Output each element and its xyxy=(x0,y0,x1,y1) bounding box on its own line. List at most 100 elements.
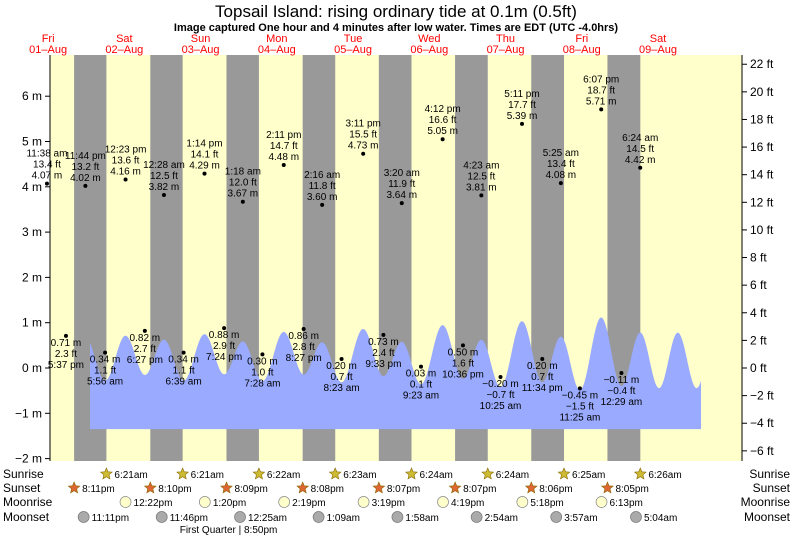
tide-label-m: 0.20 m xyxy=(527,361,558,372)
tide-label-ft: −1.5 ft xyxy=(566,401,594,412)
tide-extreme-point xyxy=(638,165,643,170)
tide-label-ft: 16.6 ft xyxy=(429,115,457,126)
sunrise-icon xyxy=(252,467,266,480)
tide-label-ft: 0.7 ft xyxy=(330,372,352,383)
tide-label-time: 3:11 pm xyxy=(345,119,380,130)
sunrise-time: 6:24am xyxy=(420,470,453,481)
day-date: 07–Aug xyxy=(487,44,525,56)
row-label-sunset: Sunset xyxy=(3,481,41,495)
day-date: 03–Aug xyxy=(182,44,220,56)
moonset-icon xyxy=(234,511,246,523)
day-weekday: Fri xyxy=(575,33,588,45)
tide-label-time: 6:07 pm xyxy=(583,74,619,85)
tide-label-time: 6:24 am xyxy=(622,133,658,144)
tide-label-time: 8:23 am xyxy=(324,383,360,394)
tide-label-time: 9:33 pm xyxy=(365,359,401,370)
tide-label-time: 5:37 pm xyxy=(48,360,84,371)
sunrise-icon xyxy=(328,467,342,480)
y-tick-label-ft: 8 ft xyxy=(750,251,767,265)
tide-label-time: 6:27 pm xyxy=(127,355,163,366)
tide-label-m: 3.82 m xyxy=(149,182,180,193)
tide-extreme-point xyxy=(540,356,545,361)
tide-label-m: 4.16 m xyxy=(110,167,141,178)
moonset-icon xyxy=(550,511,563,523)
sunset-time: 8:10pm xyxy=(158,484,191,495)
tide-label-ft: 0.7 ft xyxy=(531,372,553,383)
y-tick-label-m: 3 m xyxy=(22,225,42,239)
moonrise-icon xyxy=(198,496,211,508)
tide-label-m: −0.45 m xyxy=(562,390,598,401)
sunset-icon xyxy=(143,481,157,494)
tide-label-ft: 13.4 ft xyxy=(547,159,575,170)
tide-label-m: 0.73 m xyxy=(368,337,399,348)
row-label-right-sunset: Sunset xyxy=(753,481,791,495)
tide-extreme-point xyxy=(479,193,484,198)
day-weekday: Wed xyxy=(418,33,440,45)
tide-label-ft: 2.8 ft xyxy=(293,342,315,353)
tide-label-ft: 17.7 ft xyxy=(508,100,536,111)
tide-label-ft: 0.1 ft xyxy=(410,380,432,391)
row-label-sunrise: Sunrise xyxy=(3,467,44,481)
tide-label-time: 11:38 am xyxy=(26,149,67,160)
sunrise-time: 6:23am xyxy=(343,470,376,481)
tide-label-m: 5.39 m xyxy=(507,111,538,122)
tide-label-ft: 1.1 ft xyxy=(172,366,194,377)
y-tick-label-m: 2 m xyxy=(22,270,42,284)
y-tick-label-ft: 14 ft xyxy=(750,168,774,182)
sunset-time: 8:07pm xyxy=(387,484,420,495)
y-axis-feet: −6 ft −4 ft −2 ft 0 ft 2 ft 4 ft 6 ft 8 ft 10 ft… xyxy=(741,55,774,461)
tide-label-m: 0.86 m xyxy=(288,331,319,342)
tide-label-time: 10:36 pm xyxy=(442,369,484,380)
row-label-right-moonset: Moonset xyxy=(744,510,791,524)
moonset-time: 11:11pm xyxy=(92,513,129,524)
sunset-time: 8:08pm xyxy=(311,484,344,495)
tide-extreme-point xyxy=(281,163,286,168)
chart-title: Topsail Island: rising ordinary tide at … xyxy=(215,2,577,21)
sunrise-time: 6:26am xyxy=(648,470,681,481)
tide-extreme-point xyxy=(619,370,624,375)
tide-extreme-point xyxy=(418,364,423,369)
tide-label-time: 12:23 pm xyxy=(105,145,147,156)
low-tide-label: 0.03 m0.1 ft9:23 am xyxy=(403,364,439,402)
tide-label-m: 0.20 m xyxy=(326,361,357,372)
tide-extreme-point xyxy=(498,375,503,380)
moonrise-time: 1:20pm xyxy=(213,498,246,509)
day-date: 05–Aug xyxy=(334,44,372,56)
tide-label-m: 0.34 m xyxy=(90,355,121,366)
day-weekday: Tue xyxy=(344,33,363,45)
low-tide-label: 0.82 m2.7 ft6:27 pm xyxy=(127,328,163,366)
tide-label-m: 0.30 m xyxy=(247,356,278,367)
tide-label-ft: 13.4 ft xyxy=(33,160,61,171)
tide-label-time: 6:39 am xyxy=(166,377,202,388)
tide-label-ft: 12.5 ft xyxy=(467,171,495,182)
low-tide-label: 0.34 m1.1 ft6:39 am xyxy=(166,350,202,388)
day-weekday: Sat xyxy=(116,33,133,45)
tide-label-time: 10:25 am xyxy=(480,401,522,412)
sunrise-time: 6:24am xyxy=(496,470,529,481)
day-weekday: Mon xyxy=(266,33,287,45)
tide-label-time: 9:23 am xyxy=(403,391,439,402)
low-tide-label: 0.88 m2.9 ft7:24 pm xyxy=(206,326,242,363)
day-date: 04–Aug xyxy=(258,44,296,56)
tide-extreme-point xyxy=(339,356,344,361)
sunrise-time: 6:21am xyxy=(114,470,147,481)
tide-area xyxy=(90,317,701,430)
tide-extreme-point xyxy=(181,350,186,355)
moonset-time: 2:54am xyxy=(485,513,518,524)
tide-label-ft: 1.1 ft xyxy=(94,366,116,377)
tide-label-m: 4.07 m xyxy=(32,171,63,182)
tide-label-m: 0.88 m xyxy=(209,330,240,341)
y-tick-label-ft: 20 ft xyxy=(750,85,774,99)
sunrise-icon xyxy=(633,467,647,480)
tide-label-m: 0.34 m xyxy=(168,355,199,366)
tide-label-m: 0.71 m xyxy=(51,338,82,349)
day-weekday: Sat xyxy=(650,33,667,45)
y-tick-label-m: −2 m xyxy=(15,452,42,466)
